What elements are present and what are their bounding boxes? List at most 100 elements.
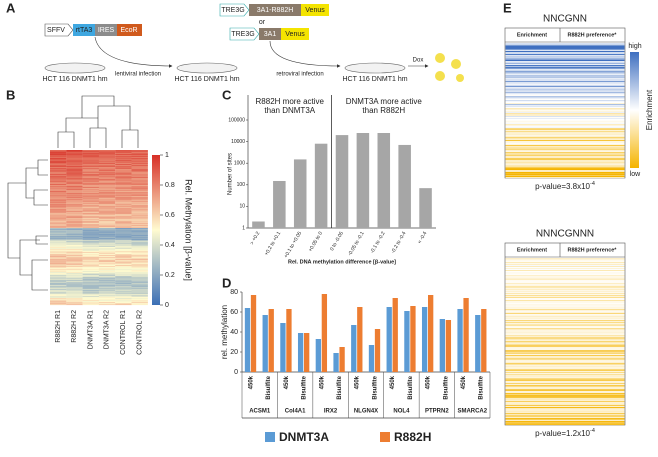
heatmap-row — [505, 350, 625, 352]
heatmap-cell — [66, 226, 83, 228]
heatmap-cell — [98, 240, 116, 242]
heatmap-cell — [115, 243, 132, 245]
heatmap-cell — [98, 156, 116, 158]
heatmap-row — [505, 404, 625, 406]
heatmap-row — [505, 98, 625, 100]
heatmap-cell — [66, 227, 83, 229]
x-tick-label: Bisulfite — [372, 375, 378, 399]
heatmap-cell — [98, 186, 116, 188]
heatmap-cell — [82, 153, 99, 155]
heatmap-cell — [115, 284, 132, 286]
heatmap-row — [505, 269, 625, 271]
heatmap-cell — [66, 195, 83, 197]
heatmap-cell — [66, 252, 83, 254]
heatmap-cell — [98, 189, 116, 191]
heatmap-cell — [131, 164, 148, 166]
colorbar-tick-label: 1 — [165, 152, 169, 159]
heatmap-cell — [98, 258, 116, 260]
heatmap-cell — [50, 285, 67, 287]
heatmap-cell — [66, 270, 83, 272]
heatmap-row — [505, 292, 625, 294]
heatmap-cell — [115, 202, 132, 204]
heatmap-cell — [82, 287, 99, 289]
heatmap-cell — [66, 300, 83, 302]
heatmap-row — [505, 265, 625, 267]
heatmap-row — [505, 266, 625, 268]
heatmap-cell — [115, 280, 132, 282]
heatmap-cell — [131, 248, 148, 250]
heatmap-cell — [131, 222, 148, 224]
heatmap-cell — [115, 290, 132, 292]
heatmap-row — [505, 59, 625, 61]
heatmap-row — [505, 158, 625, 160]
heatmap-cell — [66, 264, 83, 266]
heatmap-cell — [131, 257, 148, 259]
heatmap-cell — [82, 162, 99, 164]
heatmap-cell — [131, 215, 148, 217]
heatmap-cell — [131, 265, 148, 267]
construct-part: rtTA3 — [76, 27, 93, 34]
gene-box — [259, 28, 281, 40]
heatmap-row — [505, 281, 625, 283]
heatmap-cell — [66, 194, 83, 196]
heatmap-cell — [98, 204, 116, 206]
heatmap-cell — [82, 159, 99, 161]
heatmap-row — [505, 298, 625, 300]
heatmap-cell — [82, 242, 99, 244]
heatmap-cell — [115, 251, 132, 253]
heatmap-cell — [98, 259, 116, 261]
heatmap-cell — [82, 226, 99, 228]
heatmap-row — [505, 66, 625, 68]
heatmap-row — [505, 331, 625, 333]
heatmap-cell — [50, 230, 67, 232]
heatmap-row — [505, 342, 625, 344]
heatmap-cell — [115, 262, 132, 264]
heatmap-cell — [98, 203, 116, 205]
heatmap-cell — [66, 185, 83, 187]
heatmap-row — [505, 116, 625, 118]
bar — [410, 306, 416, 372]
heatmap-cell — [66, 172, 83, 174]
heatmap-cell — [115, 291, 132, 293]
plate — [176, 62, 238, 74]
heatmap-cell — [115, 197, 132, 199]
heatmap-cell — [131, 211, 148, 213]
heatmap-cell — [66, 180, 83, 182]
heatmap-cell — [66, 239, 83, 241]
heatmap-cell — [66, 224, 83, 226]
heatmap-row — [505, 261, 625, 263]
bar — [356, 133, 370, 228]
heatmap-row — [505, 340, 625, 342]
heatmap-cell — [115, 281, 132, 283]
heatmap-cell — [50, 211, 67, 213]
promoter — [219, 3, 250, 17]
heatmap-cell — [115, 279, 132, 281]
heatmap-cell — [66, 155, 83, 157]
construct-part: 3A1 — [264, 31, 277, 38]
heatmap-cell — [66, 248, 83, 250]
heatmap-cell — [50, 295, 67, 297]
heatmap-cell — [82, 263, 99, 265]
y-tick-label: 10000 — [231, 139, 245, 145]
heatmap-cell — [66, 277, 83, 279]
heatmap-cell — [50, 193, 67, 195]
heatmap-row — [505, 424, 625, 426]
heatmap-cell — [131, 219, 148, 221]
heatmap-cell — [131, 254, 148, 256]
heatmap-cell — [115, 216, 132, 218]
x-tick-label: 450k — [461, 375, 467, 389]
heatmap-cell — [66, 179, 83, 181]
heatmap-cell — [50, 216, 67, 218]
heatmap-cell — [98, 277, 116, 279]
heatmap-cell — [66, 209, 83, 211]
heatmap-cell — [50, 217, 67, 219]
heatmap-cell — [98, 231, 116, 233]
heatmap-cell — [131, 221, 148, 223]
heatmap-cell — [131, 185, 148, 187]
heatmap-cell — [50, 286, 67, 288]
heatmap-row — [505, 378, 625, 380]
heatmap-cell — [115, 173, 132, 175]
heatmap-row — [505, 276, 625, 278]
heatmap-cell — [66, 216, 83, 218]
